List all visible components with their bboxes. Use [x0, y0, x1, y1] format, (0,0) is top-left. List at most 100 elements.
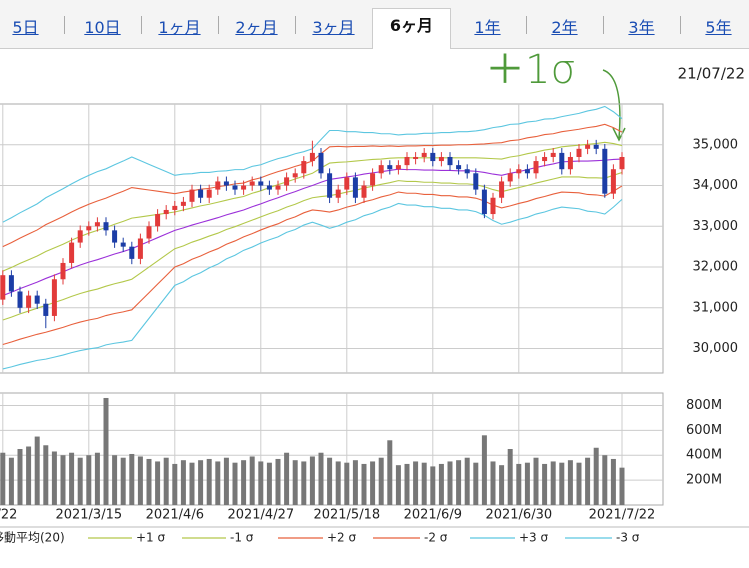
volume-bar [559, 462, 565, 505]
candle-body [387, 165, 393, 170]
candle-body [189, 189, 195, 202]
volume-bar [120, 457, 126, 505]
x-tick-label: 2/22 [0, 508, 17, 523]
candle-body [206, 189, 212, 198]
candle-body [533, 161, 539, 174]
candle-body [60, 262, 66, 280]
volume-bar [464, 457, 470, 505]
period-tab[interactable]: 10日 [84, 18, 121, 37]
candle-body [542, 156, 548, 162]
volume-bar [447, 461, 453, 505]
volume-bar [499, 465, 505, 505]
volume-bar [137, 456, 143, 505]
volume-bar [421, 462, 427, 505]
candle-body [17, 291, 23, 308]
volume-bar [206, 458, 212, 505]
volume-bar [533, 457, 539, 505]
volume-bar [266, 462, 272, 505]
period-tab[interactable]: 3年 [628, 18, 655, 37]
volume-bar [223, 457, 229, 505]
volume-bar [507, 449, 513, 505]
candle-body [172, 205, 178, 210]
period-tab[interactable]: 2年 [551, 18, 578, 37]
tab-separator [603, 16, 604, 34]
candle-body [370, 173, 376, 186]
volume-bar [275, 458, 281, 505]
legend-label: +1 σ [136, 531, 166, 545]
y-tick-label: 31,000 [693, 300, 739, 315]
candle-body [447, 156, 453, 166]
volume-bar [301, 461, 307, 505]
volume-bar [481, 435, 487, 505]
candle-body [258, 181, 264, 186]
volume-bar [249, 456, 255, 505]
candle-body [610, 169, 616, 194]
candle-body [86, 226, 92, 231]
tab-separator [526, 16, 527, 34]
legend-label: +3 σ [519, 531, 549, 545]
candle-body [51, 279, 57, 316]
volume-bar [112, 455, 118, 505]
x-tick-label: 2021/6/9 [404, 508, 462, 523]
volume-bar [69, 452, 75, 505]
candle-body [490, 197, 496, 215]
tab-separator [218, 16, 219, 34]
volume-bar [576, 462, 582, 505]
tab-separator [680, 16, 681, 34]
candle-body [524, 169, 530, 174]
candle-body [318, 152, 324, 174]
candle-body [284, 177, 290, 186]
candle-body [163, 209, 169, 215]
volume-bar [198, 460, 204, 505]
tab-separator [295, 16, 296, 34]
volume-tick-label: 200M [686, 473, 722, 488]
period-tab[interactable]: 5年 [705, 18, 732, 37]
volume-bar [619, 467, 625, 505]
volume-bar [284, 452, 290, 505]
volume-tick-label: 600M [686, 423, 722, 438]
tab-separator [64, 16, 65, 34]
candle-body [559, 152, 565, 170]
volume-bar [60, 455, 66, 505]
volume-bar [456, 460, 462, 505]
period-tab[interactable]: 1年 [474, 18, 501, 37]
candle-body [34, 295, 40, 304]
candle-body [155, 214, 161, 227]
candle-body [292, 173, 298, 178]
period-tab[interactable]: 1ヶ月 [158, 18, 201, 37]
volume-bar [155, 461, 161, 505]
candle-body [112, 230, 118, 243]
candle-body [215, 181, 221, 190]
volume-bar [43, 445, 49, 505]
volume-bar [610, 458, 616, 505]
x-tick-label: 2021/4/6 [146, 508, 204, 523]
candle-body [593, 144, 599, 149]
y-tick-label: 33,000 [693, 219, 739, 234]
volume-bar [292, 460, 298, 505]
candle-body [421, 152, 427, 157]
volume-bar [370, 461, 376, 505]
volume-bar [593, 447, 599, 505]
indicator-line [2, 198, 623, 370]
legend-label: -2 σ [424, 531, 448, 545]
volume-bar [361, 463, 367, 505]
volume-bar [103, 397, 109, 505]
volume-bar [17, 449, 23, 505]
y-tick-label: 34,000 [693, 178, 739, 193]
x-tick-label: 2021/7/22 [589, 508, 656, 523]
candle-body [223, 181, 229, 186]
candle-body [481, 189, 487, 215]
volume-bar [550, 461, 556, 505]
period-tab[interactable]: 6ヶ月 [372, 8, 451, 49]
volume-bar [335, 461, 341, 505]
candle-body [430, 152, 436, 162]
volume-bar [438, 463, 444, 505]
volume-bar [524, 462, 530, 505]
candle-body [43, 303, 49, 316]
period-tab[interactable]: 2ヶ月 [235, 18, 278, 37]
volume-bar [413, 461, 419, 505]
period-tab[interactable]: 3ヶ月 [312, 18, 355, 37]
period-tab[interactable]: 5日 [12, 18, 39, 37]
tab-separator [141, 16, 142, 34]
volume-bar [344, 462, 350, 505]
